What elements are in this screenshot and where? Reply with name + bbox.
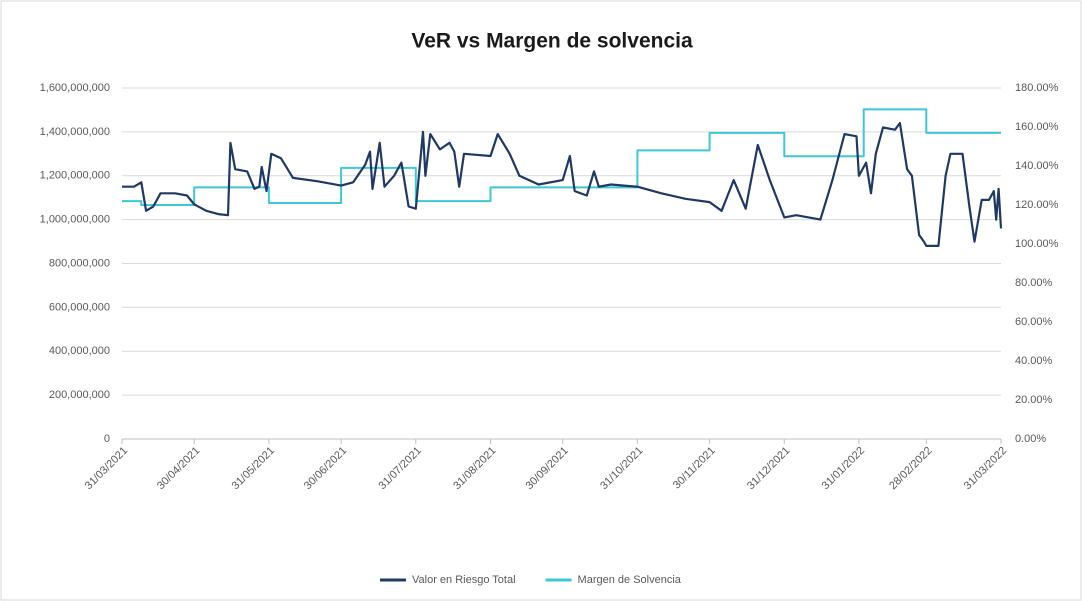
y2-tick-label: 120.00% <box>1015 199 1059 211</box>
y-tick-label: 600,000,000 <box>49 301 110 313</box>
y2-tick-label: 20.00% <box>1015 394 1053 406</box>
chart-title: VeR vs Margen de solvencia <box>411 30 693 53</box>
legend-label: Valor en Riesgo Total <box>412 574 516 586</box>
y-tick-label: 1,600,000,000 <box>40 82 110 94</box>
y-tick-label: 400,000,000 <box>49 345 110 357</box>
y2-tick-label: 180.00% <box>1015 82 1059 94</box>
y-tick-label: 800,000,000 <box>49 257 110 269</box>
y2-tick-label: 0.00% <box>1015 433 1046 445</box>
y-tick-label: 200,000,000 <box>49 389 110 401</box>
y2-tick-label: 80.00% <box>1015 277 1053 289</box>
y2-tick-label: 140.00% <box>1015 160 1059 172</box>
data-line <box>122 108 1001 206</box>
legend-label: Margen de Solvencia <box>578 574 682 586</box>
y2-tick-label: 100.00% <box>1015 238 1059 250</box>
y-tick-label: 1,000,000,000 <box>40 214 110 226</box>
y2-tick-label: 160.00% <box>1015 121 1059 133</box>
y-tick-label: 0 <box>104 433 110 445</box>
y2-tick-label: 40.00% <box>1015 355 1053 367</box>
y2-tick-label: 60.00% <box>1015 316 1053 328</box>
data-line <box>122 122 1003 247</box>
y-tick-label: 1,200,000,000 <box>40 170 110 182</box>
y-tick-label: 1,400,000,000 <box>40 126 110 138</box>
